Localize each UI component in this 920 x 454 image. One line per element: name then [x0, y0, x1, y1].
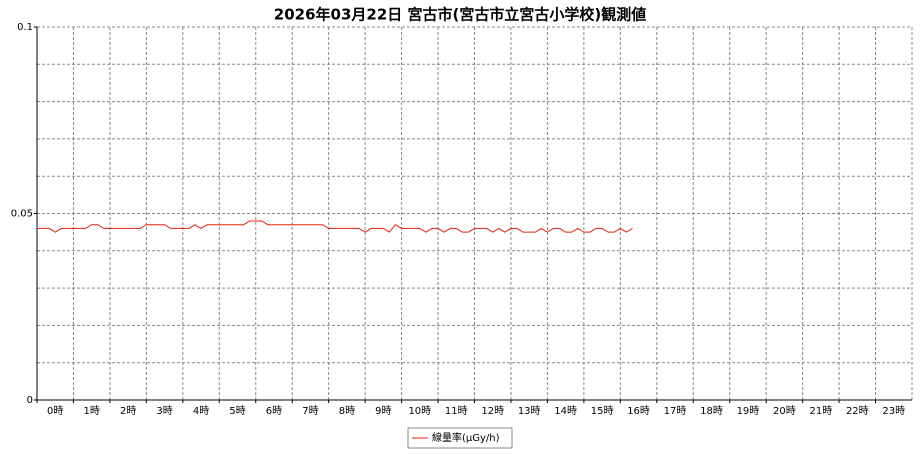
x-tick-label: 16時	[627, 405, 650, 417]
x-tick-label: 15時	[591, 405, 614, 417]
x-tick-label: 13時	[518, 405, 541, 417]
x-tick-label: 6時	[266, 405, 282, 417]
x-tick-label: 18時	[700, 405, 723, 417]
line	[37, 220, 633, 233]
legend-label: 線量率(μGy/h)	[432, 431, 500, 444]
x-tick-label: 9時	[375, 405, 391, 417]
x-tick-label: 7時	[302, 405, 318, 417]
x-tick-label: 8時	[339, 405, 355, 417]
x-tick-label: 20時	[773, 405, 796, 417]
x-tick-label: 17時	[664, 405, 687, 417]
x-tick-label: 14時	[554, 405, 577, 417]
y-tick-label: 0	[27, 395, 33, 406]
x-tick-label: 19時	[737, 405, 760, 417]
x-tick-label: 2時	[120, 405, 136, 417]
x-tick-label: 22時	[846, 405, 869, 417]
x-tick-label: 1時	[84, 405, 100, 417]
x-tick-label: 10時	[408, 405, 431, 417]
legend-box	[407, 427, 513, 449]
x-tick-label: 11時	[445, 405, 468, 417]
chart-title: 2026年03月22日 宮古市(宮古市立宮古小学校)観測値	[274, 6, 646, 24]
x-tick-label: 3時	[156, 405, 172, 417]
y-tick-label: 0.05	[11, 209, 33, 220]
x-tick-label: 12時	[481, 405, 504, 417]
x-tick-label: 4時	[193, 405, 209, 417]
x-tick-label: 23時	[882, 405, 905, 417]
x-tick-label: 0時	[47, 405, 63, 417]
x-tick-label: 21時	[809, 405, 832, 417]
y-tick-label: 0.1	[17, 22, 33, 33]
x-tick-label: 5時	[229, 405, 245, 417]
